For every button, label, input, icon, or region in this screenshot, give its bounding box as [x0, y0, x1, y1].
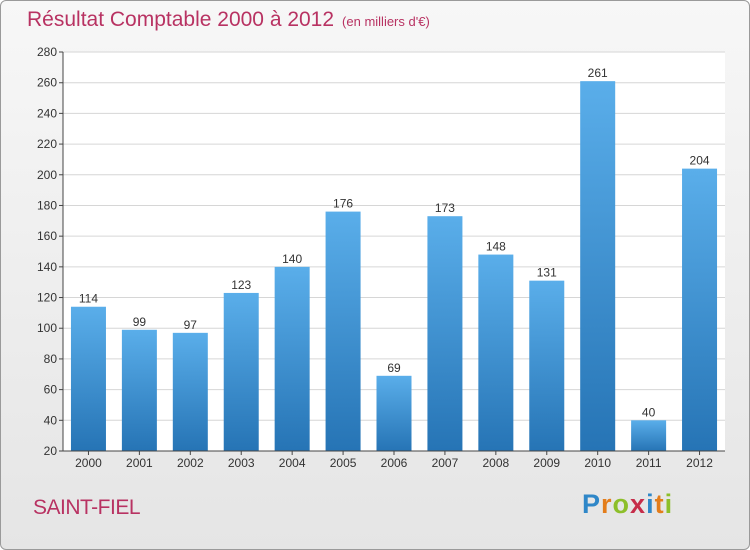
x-tick-label-2011: 2011 [636, 456, 662, 470]
x-tick-label-2000: 2000 [75, 456, 102, 470]
logo-letter: i [664, 489, 674, 519]
data-label-2006: 69 [387, 361, 401, 375]
bar-2004 [274, 266, 310, 451]
data-label-2003: 123 [231, 278, 251, 292]
y-tick-label: 260 [37, 76, 57, 90]
data-label-2000: 114 [79, 292, 98, 306]
logo-letter: i [646, 489, 655, 519]
data-label-2008: 148 [486, 240, 506, 254]
x-tick-label-2006: 2006 [381, 456, 408, 470]
bar-2007 [427, 216, 463, 451]
y-tick-label: 80 [44, 352, 58, 366]
bar-2011 [631, 420, 667, 451]
logo-letter: P [582, 489, 602, 519]
commune-name: SAINT-FIEL [33, 496, 141, 519]
data-label-2012: 204 [690, 154, 710, 168]
y-tick-label: 100 [37, 321, 57, 335]
x-tick-label-2008: 2008 [482, 456, 509, 470]
x-tick-label-2003: 2003 [228, 456, 255, 470]
y-tick-label: 20 [44, 444, 58, 458]
bar-2001 [121, 329, 157, 451]
chart-subtitle: (en milliers d'€) [342, 14, 430, 29]
bar-2005 [325, 211, 361, 451]
data-label-2002: 97 [184, 318, 198, 332]
data-label-2009: 131 [537, 266, 557, 280]
chart-title: Résultat Comptable 2000 à 2012 (en millie… [27, 8, 430, 32]
x-tick-label-2012: 2012 [686, 456, 713, 470]
logo-letter: x [630, 489, 647, 519]
bars [70, 81, 718, 452]
y-tick-label: 280 [37, 45, 57, 59]
y-tick-label: 220 [37, 137, 57, 151]
bar-2009 [529, 280, 565, 451]
data-label-2007: 173 [435, 201, 455, 215]
logo-letter: r [601, 489, 613, 519]
logo-letter: o [612, 489, 631, 519]
y-tick-label: 40 [44, 413, 58, 427]
x-axis-ticks: 2000 2001 2002 2003 2004 2005 2006 2007 2008 2009… [75, 451, 713, 470]
y-tick-label: 140 [37, 260, 57, 274]
y-tick-label: 200 [37, 168, 57, 182]
y-tick-label: 120 [37, 291, 57, 305]
x-tick-label-2001: 2001 [126, 456, 153, 470]
bar-2002 [172, 332, 208, 451]
chart-title-text: Résultat Comptable 2000 à 2012 [27, 8, 335, 31]
bar-2012 [682, 168, 718, 451]
data-label-2011: 40 [642, 405, 656, 419]
data-label-2005: 176 [333, 197, 353, 211]
x-tick-label-2007: 2007 [432, 456, 459, 470]
y-tick-label: 60 [44, 383, 58, 397]
x-tick-label-2004: 2004 [279, 456, 306, 470]
bar-2008 [478, 254, 514, 451]
x-tick-label-2005: 2005 [330, 456, 357, 470]
data-label-2010: 261 [588, 66, 608, 80]
data-labels: 114 99 97 123 140 176 69 173 148 131 261 40 204 [79, 66, 710, 419]
bar-2006 [376, 375, 412, 451]
data-label-2001: 99 [133, 315, 147, 329]
x-tick-label-2009: 2009 [533, 456, 560, 470]
data-label-2004: 140 [282, 252, 302, 266]
bar-2010 [580, 81, 616, 452]
logo-letter: t [654, 489, 665, 519]
proxiti-logo: Proxiti [582, 489, 673, 520]
x-tick-label-2002: 2002 [177, 456, 204, 470]
bar-2003 [223, 292, 259, 451]
x-tick-label-2010: 2010 [584, 456, 611, 470]
bar-2000 [70, 306, 106, 451]
y-tick-label: 240 [37, 106, 57, 120]
y-tick-label: 160 [37, 229, 57, 243]
y-tick-label: 180 [37, 198, 57, 212]
y-axis-ticks: 20 40 60 80 100 120 140 160 180 200 220 240 260 280 [37, 45, 63, 458]
